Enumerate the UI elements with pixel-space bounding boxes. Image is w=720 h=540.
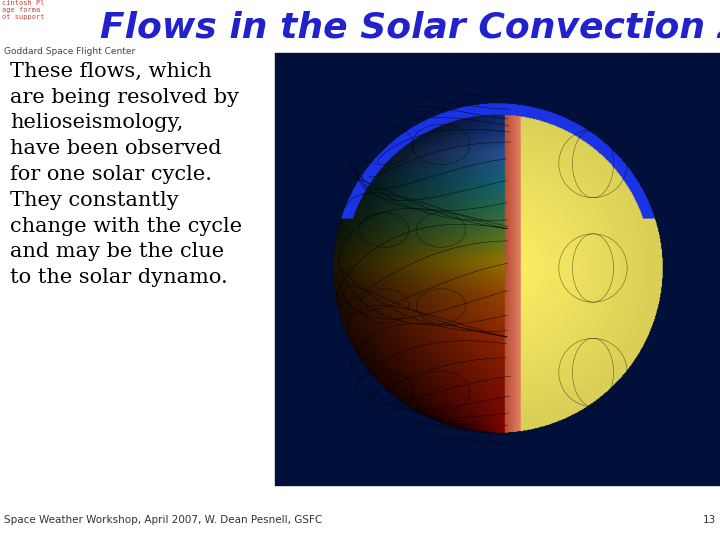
- Text: Space Weather Workshop, April 2007, W. Dean Pesnell, GSFC: Space Weather Workshop, April 2007, W. D…: [4, 515, 323, 525]
- Text: 13: 13: [703, 515, 716, 525]
- Text: Goddard Space Flight Center: Goddard Space Flight Center: [4, 47, 135, 56]
- Text: Flows in the Solar Convection Zone: Flows in the Solar Convection Zone: [100, 10, 720, 44]
- Text: cintosh Pl
age forma
ot support: cintosh Pl age forma ot support: [2, 0, 45, 20]
- Bar: [275, 53, 720, 485]
- Text: These flows, which
are being resolved by
helioseismology,
have been observed
for: These flows, which are being resolved by…: [10, 62, 242, 287]
